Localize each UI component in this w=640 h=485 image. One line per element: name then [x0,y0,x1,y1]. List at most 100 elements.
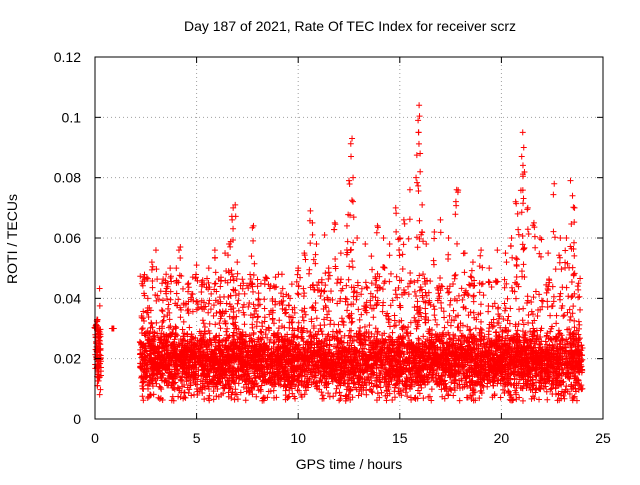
data-point [276,317,282,323]
data-point [455,324,461,330]
data-point [234,301,240,307]
data-point [272,284,278,290]
data-point [250,301,256,307]
data-point [450,392,456,398]
data-point [286,394,292,400]
data-point [387,324,393,330]
data-point [211,313,217,319]
data-point [170,394,176,400]
data-point [157,396,163,402]
data-point [334,280,340,286]
data-point [246,300,252,306]
data-point [453,272,459,278]
data-point [337,389,343,395]
data-point [139,393,145,399]
data-point [212,281,218,287]
data-point [404,329,410,335]
data-point [364,285,370,291]
data-point [448,323,454,329]
data-point [97,285,103,291]
data-point [447,302,453,308]
data-point [175,296,181,302]
data-point [96,378,102,384]
data-point [570,303,576,309]
data-point [505,296,511,302]
data-point [513,296,519,302]
data-point [330,393,336,399]
data-point [457,328,463,334]
data-point [173,325,179,331]
data-point [174,290,180,296]
data-point [411,279,417,285]
data-point [180,326,186,332]
data-point [97,392,103,398]
data-point [442,325,448,331]
data-point [529,396,535,402]
data-point [544,290,550,296]
data-point [547,313,553,319]
data-point [445,290,451,296]
data-point [457,398,463,404]
data-point [452,276,458,282]
data-point [498,394,504,400]
data-point [208,306,214,312]
data-point [372,378,378,384]
data-point [200,317,206,323]
chart-title: Day 187 of 2021, Rate Of TEC Index for r… [0,18,640,34]
data-point [422,306,428,312]
data-point [139,326,145,332]
data-point [412,289,418,295]
data-point [427,278,433,284]
data-point [451,308,457,314]
data-point [318,293,324,299]
data-point [448,298,454,304]
data-point [429,386,435,392]
data-point [333,390,339,396]
data-point [255,277,261,283]
data-point [256,296,262,302]
data-point [556,327,562,333]
data-point [97,303,103,309]
data-point [392,394,398,400]
data-point [235,396,241,402]
data-point [165,306,171,312]
data-point [516,395,522,401]
data-point [97,387,103,393]
data-point [561,312,567,318]
data-point [383,397,389,403]
data-point [468,273,474,279]
data-point [216,320,222,326]
data-point [328,288,334,294]
data-point [481,292,487,298]
data-point [166,325,172,331]
data-point [467,326,473,332]
data-point [213,310,219,316]
data-point [357,325,363,331]
data-point [533,288,539,294]
data-point [543,338,549,344]
data-point [341,322,347,328]
data-point [431,312,437,318]
data-point [484,384,490,390]
data-point [273,274,279,280]
data-point [217,284,223,290]
data-point [328,317,334,323]
data-point [480,281,486,287]
data-point [478,301,484,307]
data-point [310,304,316,310]
data-point [224,301,230,307]
data-point [569,279,575,285]
data-point [333,386,339,392]
data-point [357,317,363,323]
data-point [544,397,550,403]
data-point [502,308,508,314]
data-point [506,314,512,320]
data-point [140,325,146,331]
data-point [236,291,242,297]
data-point [571,318,577,324]
data-points [92,102,586,404]
data-point [248,276,254,282]
data-point [161,314,167,320]
